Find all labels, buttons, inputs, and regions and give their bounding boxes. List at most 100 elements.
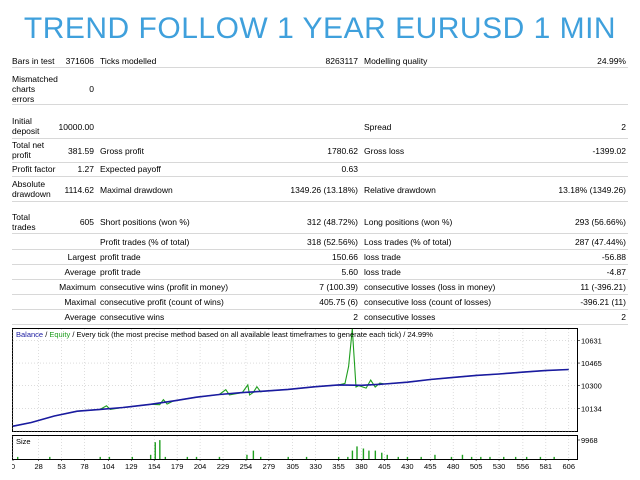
size-bar <box>159 440 161 459</box>
mismatched-label-line: charts <box>12 84 36 94</box>
initial-deposit-label: Initial deposit <box>12 116 39 136</box>
size-bar <box>368 450 370 459</box>
size-label: Size <box>16 437 31 446</box>
total-trades-value: 605 <box>79 217 94 227</box>
size-bar <box>514 456 517 459</box>
legend-balance: Balance <box>16 330 43 339</box>
long-positions-value: 293 (56.66%) <box>574 217 626 227</box>
largest-loss-value: -56.88 <box>601 252 626 262</box>
size-bar <box>406 456 409 459</box>
size-bar <box>154 442 156 459</box>
maximum-label: Maximum <box>59 282 96 292</box>
size-bar <box>131 456 134 459</box>
size-bar <box>489 456 491 459</box>
size-bar <box>195 456 198 459</box>
gross-loss-label: Gross loss <box>364 146 405 156</box>
absolute-drawdown-label: Absolute drawdown <box>12 179 51 199</box>
x-tick-label: 455 <box>424 462 437 471</box>
y-tick-label: 9968 <box>581 436 598 445</box>
gross-profit-value: 1780.62 <box>327 146 358 156</box>
x-tick-label: 0 <box>12 462 15 471</box>
maximum-profit-value: 7 (100.39) <box>319 282 358 292</box>
size-bar <box>218 456 221 459</box>
maximum-profit-label: consecutive wins (profit in money) <box>100 282 229 292</box>
largest-profit-value: 150.66 <box>332 252 358 262</box>
x-tick-label: 330 <box>309 462 322 471</box>
size-bar <box>539 456 542 459</box>
average2-loss-label: consecutive losses <box>364 312 436 322</box>
expected-payoff-value: 0.63 <box>341 164 358 174</box>
average-profit-value: 5.60 <box>341 267 358 277</box>
x-tick-label: 430 <box>401 462 414 471</box>
x-tick-label: 581 <box>540 462 553 471</box>
mismatched-label-line: errors <box>12 94 35 104</box>
x-tick-label: 380 <box>355 462 368 471</box>
total-trades-label: Total trades <box>12 212 36 232</box>
total-net-profit-label-line: profit <box>12 150 31 160</box>
gross-profit-label: Gross profit <box>100 146 144 156</box>
short-positions-value: 312 (48.72%) <box>306 217 358 227</box>
size-bar <box>420 456 422 459</box>
initial-deposit-value: 10000.00 <box>58 122 94 132</box>
legend-separator: / <box>43 330 49 339</box>
average-loss-label: loss trade <box>364 267 401 277</box>
expected-payoff-label: Expected payoff <box>100 164 161 174</box>
y-tick-label: 10300 <box>581 382 602 391</box>
modelling-quality-value: 24.99% <box>597 56 626 66</box>
average2-label: Average <box>64 312 96 322</box>
x-tick-label: 78 <box>80 462 88 471</box>
mismatched-value: 0 <box>89 84 94 94</box>
size-bar <box>434 454 436 459</box>
x-tick-label: 254 <box>240 462 253 471</box>
x-tick-label: 305 <box>286 462 299 471</box>
size-bar <box>108 456 111 459</box>
total-trades-label-line: trades <box>12 222 36 232</box>
size-bar <box>461 454 464 459</box>
profit-trades-label: Profit trades (% of total) <box>100 237 190 247</box>
report-row: Bars in test 371606 Ticks modelled 82631… <box>12 56 628 68</box>
size-bars-layer <box>16 440 555 459</box>
maximal-drawdown-value: 1349.26 (13.18%) <box>290 185 358 195</box>
size-bar <box>99 456 101 459</box>
maximal-loss-value: -396.21 (11) <box>580 297 626 307</box>
average2-loss-value: 2 <box>621 312 626 322</box>
x-tick-label: 556 <box>517 462 530 471</box>
size-bar <box>337 456 340 459</box>
average-label: Average <box>64 267 96 277</box>
report-row: Average consecutive wins 2 consecutive l… <box>12 312 628 325</box>
report-row: Total net profit 381.59 Gross profit 178… <box>12 140 628 163</box>
maximal-loss-label: consecutive loss (count of losses) <box>364 297 492 307</box>
x-tick-label: 104 <box>102 462 115 471</box>
size-bar <box>553 456 555 459</box>
report-row: Profit factor 1.27 Expected payoff 0.63 <box>12 164 628 177</box>
size-bar <box>16 456 19 459</box>
size-bar <box>356 446 358 459</box>
report-row: Total trades 605 Short positions (won %)… <box>12 211 628 234</box>
size-bar <box>525 456 528 459</box>
size-bar <box>503 456 505 459</box>
size-bar <box>149 454 152 459</box>
x-tick-label: 606 <box>562 462 575 471</box>
y-tick-layer: 10631 10465 10300 10134 9968 <box>577 336 602 445</box>
x-tick-label: 505 <box>470 462 483 471</box>
largest-label: Largest <box>67 252 96 262</box>
average-loss-value: -4.87 <box>606 267 626 277</box>
long-positions-label: Long positions (won %) <box>364 217 453 227</box>
x-tick-label: 179 <box>171 462 184 471</box>
legend-equity: Equity <box>49 330 70 339</box>
size-bar <box>381 452 383 459</box>
profit-factor-label: Profit factor <box>12 164 56 174</box>
average2-profit-value: 2 <box>353 312 358 322</box>
maximal-profit-value: 405.75 (6) <box>319 297 358 307</box>
size-bar <box>470 456 473 459</box>
initial-deposit-label-line: Initial <box>12 116 32 126</box>
profit-trades-value: 318 (52.56%) <box>306 237 358 247</box>
maximal-label: Maximal <box>64 297 96 307</box>
relative-drawdown-value: 13.18% (1349.26) <box>558 185 626 195</box>
short-positions-label: Short positions (won %) <box>100 217 190 227</box>
spread-value: 2 <box>621 122 626 132</box>
size-bar <box>49 456 51 459</box>
x-tick-label: 229 <box>217 462 230 471</box>
size-bar <box>305 456 308 459</box>
total-net-profit-value: 381.59 <box>68 146 94 156</box>
